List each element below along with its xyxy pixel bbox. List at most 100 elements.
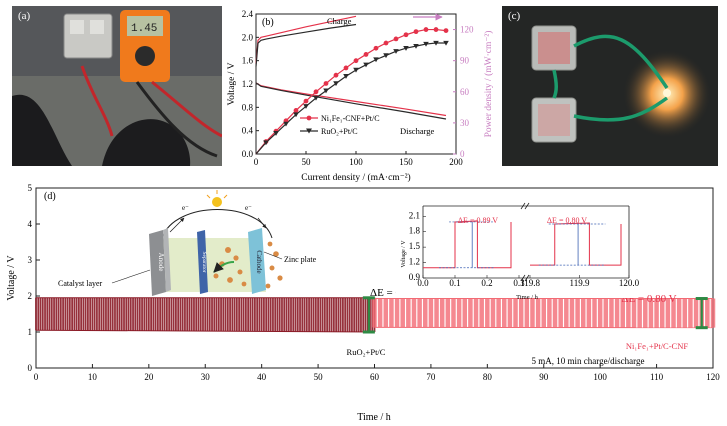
legend-marker-nife xyxy=(306,115,312,121)
inset-ytick-label: 1.8 xyxy=(409,226,421,236)
b-point-ruo2 xyxy=(423,41,429,47)
b-point-nife xyxy=(433,27,439,32)
legend-marker-ruo2 xyxy=(306,128,312,134)
photo-multimeter-art: 1.45 xyxy=(12,6,222,166)
d-discharge-envelope xyxy=(35,329,375,333)
b-ytick-label: 1.2 xyxy=(242,79,253,89)
b-point-ruo2 xyxy=(283,121,289,127)
d-xtick-label: 50 xyxy=(314,372,324,382)
b-point-nife xyxy=(403,32,409,38)
d-series-ruo2 xyxy=(35,297,376,332)
delta-marker-nife xyxy=(695,297,708,330)
b-y2tick-label: 60 xyxy=(460,87,470,97)
b-point-ruo2 xyxy=(443,40,449,46)
inset-delta-left: ΔE = 0.89 V xyxy=(458,216,498,225)
chart-d-condition: 5 mA, 10 min charge/discharge xyxy=(532,356,645,366)
chart-b-legend: Ni₁Fe₁-CNF+Pt/C RuO₂+Pt/C xyxy=(300,114,380,136)
b-point-nife xyxy=(303,98,309,104)
b-point-nife xyxy=(393,36,399,42)
b-point-nife xyxy=(333,72,339,78)
b-point-ruo2 xyxy=(393,49,399,54)
b-series-charge-ruo2 xyxy=(255,23,357,67)
annotation-discharge: Discharge xyxy=(400,126,435,136)
b-ytick-label: 2.0 xyxy=(242,32,254,42)
b-point-ruo2 xyxy=(373,57,379,63)
chart-b-xlabel: Current density / (mA·cm⁻²) xyxy=(301,172,410,183)
d-ytick-label: 3 xyxy=(28,255,33,265)
inset-ytick-label: 2.1 xyxy=(409,210,420,220)
d-xtick-label: 0 xyxy=(34,372,39,382)
chart-b-y2label: Power density / (mW·cm⁻²) xyxy=(483,31,494,138)
chart-b-ylabel: Voltage / V xyxy=(227,62,237,105)
series-label-ruo2: RuO₂+Pt/C xyxy=(347,347,386,357)
b-xtick-label: 50 xyxy=(302,157,312,167)
separator-plate xyxy=(197,230,208,294)
b-xtick-label: 100 xyxy=(349,157,363,167)
b-point-nife xyxy=(443,28,449,33)
b-point-ruo2 xyxy=(333,81,339,87)
chart-d-ylabel: Voltage / V xyxy=(6,255,17,301)
b-xtick-label: 150 xyxy=(399,157,413,167)
anode-plate xyxy=(149,230,166,296)
b-point-ruo2 xyxy=(383,53,389,59)
d-xtick-label: 120 xyxy=(706,372,720,382)
photo-led-art xyxy=(502,6,718,166)
inset-ytick-label: 1.5 xyxy=(409,241,421,251)
photo-led xyxy=(502,6,718,166)
inset-xtick-label: 119.9 xyxy=(570,278,590,288)
b-point-ruo2 xyxy=(263,140,269,146)
b-point-ruo2 xyxy=(313,95,319,101)
b-ytick-label: 0.4 xyxy=(242,126,254,136)
inset-xtick-label: 0.3 xyxy=(513,278,525,288)
glove-right xyxy=(102,119,191,166)
d-xtick-label: 70 xyxy=(426,372,436,382)
anode-label: Anode xyxy=(157,253,165,272)
b-ytick-label: 1.6 xyxy=(242,56,254,66)
d-ytick-label: 2 xyxy=(28,291,33,301)
legend-label-ruo2: RuO₂+Pt/C xyxy=(321,127,358,136)
b-point-nife xyxy=(313,89,319,95)
d-xtick-label: 110 xyxy=(650,372,664,382)
b-point-nife xyxy=(373,45,379,51)
delta-marker-ruo2 xyxy=(362,296,375,334)
b-ytick-label: 2.4 xyxy=(242,9,254,19)
d-xtick-label: 60 xyxy=(370,372,380,382)
chart-b-frame xyxy=(255,13,457,155)
d-xtick-label: 80 xyxy=(483,372,493,382)
b-point-ruo2 xyxy=(403,46,409,51)
d-xtick-label: 100 xyxy=(593,372,607,382)
lightbulb-icon xyxy=(212,197,222,207)
b-point-nife xyxy=(343,65,349,71)
b-point-nife xyxy=(363,52,369,57)
b-ytick-label: 0.8 xyxy=(242,102,254,112)
inset-background xyxy=(396,200,636,298)
panel-letter-a: (a) xyxy=(18,10,31,22)
zinc-plate-label: Zinc plate xyxy=(284,255,317,264)
d-series-nife xyxy=(372,298,716,328)
catalyst-layer-label: Catalyst layer xyxy=(58,279,103,288)
cathode-plate xyxy=(248,228,266,294)
d-ytick-label: 0 xyxy=(28,363,33,373)
d-xtick-label: 90 xyxy=(539,372,549,382)
b-point-ruo2 xyxy=(323,88,329,94)
separator-label: Separator xyxy=(201,251,207,272)
b-point-nife xyxy=(413,29,419,35)
inset-ylabel: Voltage / V xyxy=(401,240,407,268)
b-point-ruo2 xyxy=(433,40,439,46)
d-xtick-label: 40 xyxy=(257,372,267,382)
d-ytick-label: 1 xyxy=(28,327,33,337)
d-xtick-label: 30 xyxy=(201,372,211,382)
inset-delta-right: ΔE = 0.80 V xyxy=(547,216,587,225)
photo-multimeter: 1.45 xyxy=(12,6,222,166)
b-point-nife xyxy=(323,81,329,86)
chart-b: 0 50 100 150 200 0.0 0.4 0.8 1.2 1.6 2.0 2.4 0 30 60 90… xyxy=(227,9,494,183)
b-y2tick-label: 90 xyxy=(460,56,470,66)
series-label-nife: Ni₁Fe₁+Pt/C-CNF xyxy=(626,341,688,351)
d-xtick-label: 20 xyxy=(144,372,154,382)
chart-d-xlabel: Time / h xyxy=(357,412,391,423)
legend-label-nife: Ni₁Fe₁-CNF+Pt/C xyxy=(321,114,380,123)
b-point-ruo2 xyxy=(273,131,279,136)
panel-letter-b: (b) xyxy=(262,17,274,28)
